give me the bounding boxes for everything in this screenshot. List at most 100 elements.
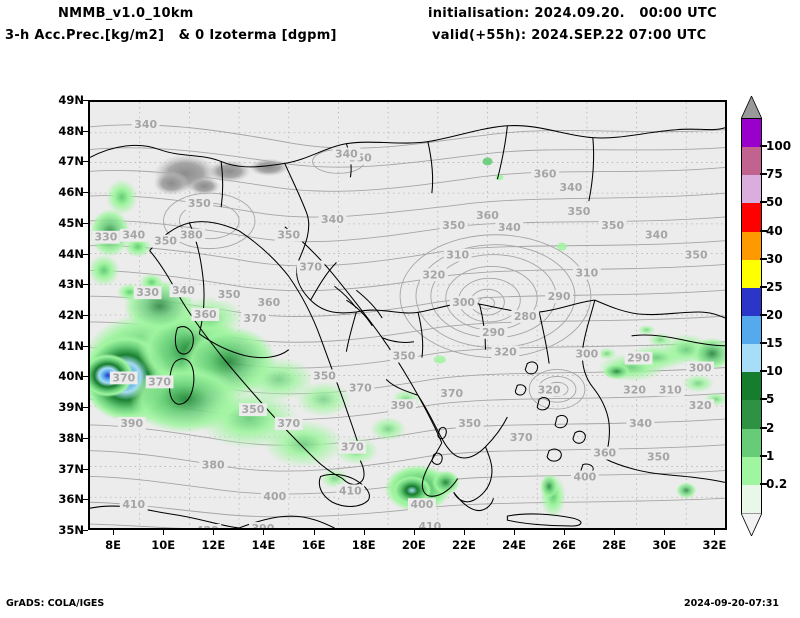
svg-text:350: 350 xyxy=(568,205,591,218)
colorbar-tick-mark xyxy=(760,145,767,148)
lon-tick-label: 16E xyxy=(301,538,326,552)
colorbar-band xyxy=(742,428,761,457)
svg-text:290: 290 xyxy=(627,352,650,365)
lat-tick-label: 42N xyxy=(58,308,84,322)
colorbar-tick-label: 10 xyxy=(766,364,783,379)
colorbar-band xyxy=(742,456,761,485)
precipitation-field xyxy=(90,157,725,519)
generated-stamp: 2024-09-20-07:31 xyxy=(684,598,779,609)
svg-text:370: 370 xyxy=(349,381,372,394)
field-description-label: 3-h Acc.Prec.[kg/m2] & 0 Izoterma [dgpm] xyxy=(5,28,337,43)
initialisation-label: initialisation: 2024.09.20. 00:00 UTC xyxy=(428,6,717,21)
lat-tick-mark xyxy=(83,468,88,470)
lat-tick-label: 38N xyxy=(58,430,84,445)
lat-tick-mark xyxy=(83,499,88,501)
lat-tick-mark xyxy=(83,253,88,255)
svg-text:350: 350 xyxy=(218,288,241,301)
lat-tick-label: 37N xyxy=(58,461,84,476)
colorbar-tick-label: 75 xyxy=(766,167,783,182)
lat-tick-mark xyxy=(83,345,88,347)
lat-tick-label: 44N xyxy=(58,246,84,261)
svg-text:340: 340 xyxy=(134,118,157,131)
svg-text:390: 390 xyxy=(391,399,414,412)
svg-text:290: 290 xyxy=(548,290,571,303)
colorbar-tick-mark xyxy=(760,454,767,457)
colorbar-tick-mark xyxy=(760,257,767,260)
colorbar-tick-label: 15 xyxy=(766,336,783,351)
lon-tick-mark xyxy=(514,530,515,535)
lon-tick-label: 18E xyxy=(351,538,376,552)
lon-tick-mark xyxy=(614,530,616,535)
lat-tick-mark xyxy=(83,130,88,132)
lat-tick-mark xyxy=(83,192,88,194)
colorbar-band xyxy=(742,119,761,148)
svg-text:300: 300 xyxy=(452,296,475,309)
lat-tick-mark xyxy=(83,161,88,163)
colorbar-band xyxy=(742,287,761,316)
colorbar-tick-mark xyxy=(760,398,767,401)
colorbar-tick-mark xyxy=(760,342,767,345)
lon-tick-label: 28E xyxy=(602,538,627,552)
colorbar-tick-mark xyxy=(760,370,767,373)
svg-text:340: 340 xyxy=(560,181,583,194)
lon-tick-mark xyxy=(413,530,415,535)
colorbar-tick-label: 1 xyxy=(766,448,775,463)
lat-tick-label: 39N xyxy=(58,400,84,415)
svg-text:350: 350 xyxy=(188,197,211,210)
svg-text:330: 330 xyxy=(94,231,117,244)
svg-text:360: 360 xyxy=(194,308,217,321)
svg-text:340: 340 xyxy=(335,147,358,160)
svg-text:360: 360 xyxy=(534,167,557,180)
contour-value-labels: 340 350 350 330 340 350 380 330 340 350 … xyxy=(91,118,715,528)
lon-tick-label: 26E xyxy=(552,538,577,552)
colorbar-tick-label: 30 xyxy=(766,251,783,266)
lat-tick-label: 46N xyxy=(58,185,84,200)
svg-text:340: 340 xyxy=(645,229,668,242)
svg-text:370: 370 xyxy=(244,312,267,325)
lat-tick-label: 45N xyxy=(58,215,84,230)
svg-text:340: 340 xyxy=(122,229,145,242)
svg-text:300: 300 xyxy=(689,361,712,374)
colorbar-band xyxy=(742,316,761,345)
lon-tick-mark xyxy=(213,530,215,535)
svg-text:310: 310 xyxy=(575,266,598,279)
svg-text:360: 360 xyxy=(593,447,616,460)
colorbar-tick-label: 0.2 xyxy=(766,476,788,491)
svg-text:370: 370 xyxy=(299,260,322,273)
svg-text:300: 300 xyxy=(575,348,598,361)
colorbar-tick-mark xyxy=(760,173,767,176)
lat-tick-label: 40N xyxy=(58,369,84,384)
lon-tick-label: 22E xyxy=(451,538,476,552)
svg-text:350: 350 xyxy=(313,369,336,382)
colorbar-tick-mark xyxy=(760,285,767,288)
svg-text:370: 370 xyxy=(510,431,533,444)
colorbar-band xyxy=(742,259,761,288)
weather-map-canvas: 340 350 350 330 340 350 380 330 340 350 … xyxy=(90,102,725,528)
colorbar-band xyxy=(742,147,761,176)
svg-text:360: 360 xyxy=(257,296,280,309)
colorbar-tick-label: 20 xyxy=(766,308,783,322)
lat-tick-label: 41N xyxy=(58,338,84,353)
svg-text:400: 400 xyxy=(573,470,596,483)
lat-tick-mark xyxy=(83,530,88,531)
lon-tick-mark xyxy=(714,530,716,535)
colorbar-band xyxy=(742,203,761,232)
lat-tick-mark xyxy=(83,376,88,378)
lat-tick-mark xyxy=(83,222,88,224)
colorbar-tick-label: 2 xyxy=(766,420,775,435)
svg-text:380: 380 xyxy=(202,459,225,472)
lon-tick-label: 24E xyxy=(502,538,526,552)
svg-text:370: 370 xyxy=(341,441,364,454)
svg-text:350: 350 xyxy=(154,235,177,248)
colorbar-tick-label: 5 xyxy=(766,392,775,407)
lat-tick-label: 36N xyxy=(58,492,84,507)
lon-tick-mark xyxy=(664,530,666,535)
colorbar-tick-mark xyxy=(760,314,767,316)
svg-text:340: 340 xyxy=(321,213,344,226)
svg-text:370: 370 xyxy=(277,417,300,430)
colorbar-band xyxy=(742,484,761,513)
svg-text:350: 350 xyxy=(647,451,670,464)
lat-tick-label: 47N xyxy=(58,154,84,169)
colorbar-over-arrow xyxy=(741,96,762,119)
lat-tick-mark xyxy=(83,100,88,101)
